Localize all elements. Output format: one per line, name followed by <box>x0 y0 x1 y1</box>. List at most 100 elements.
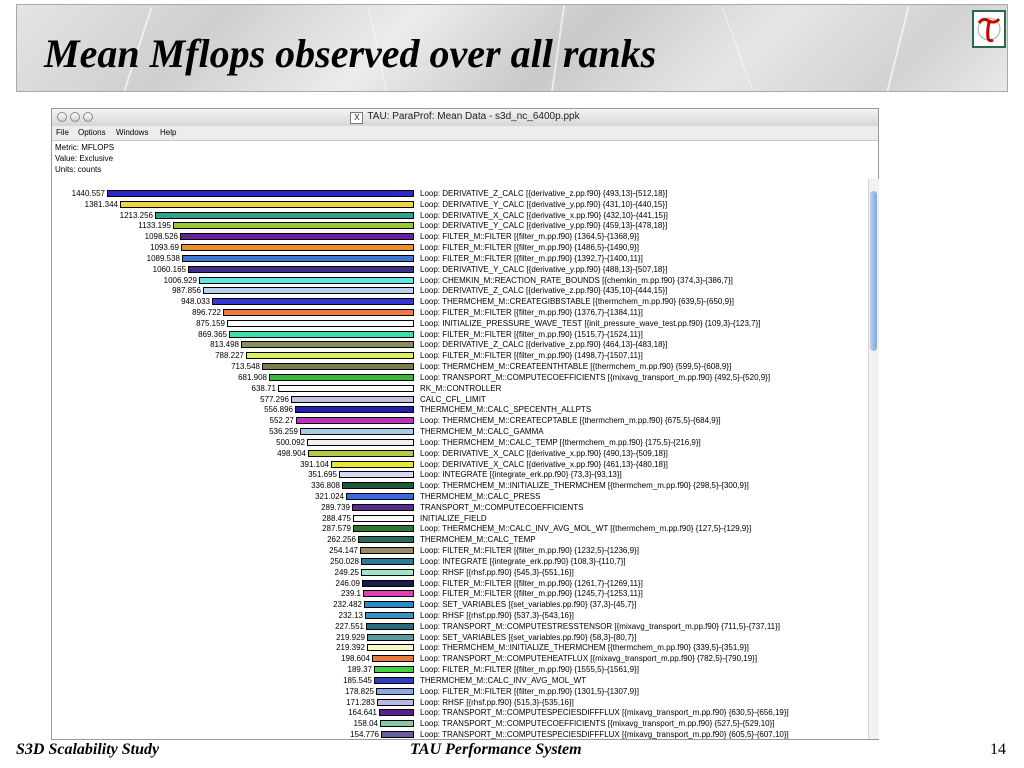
chart-row[interactable]: 239.1 Loop: FILTER_M::FILTER [{filter_m.p… <box>52 588 872 599</box>
bar[interactable] <box>181 244 414 252</box>
chart-row[interactable]: 262.256 THERMCHEM_M::CALC_TEMP <box>52 534 872 545</box>
chart-row[interactable]: 164.641 Loop: TRANSPORT_M::COMPUTESPECIES… <box>52 707 872 718</box>
paraprof-window[interactable]: X TAU: ParaProf: Mean Data - s3d_nc_6400p… <box>51 108 879 740</box>
bar[interactable] <box>381 731 414 738</box>
bar[interactable] <box>365 611 414 619</box>
bar[interactable] <box>107 190 414 197</box>
chart-row[interactable]: 351.695 Loop: INTEGRATE [{integrate_erk.p… <box>52 469 872 480</box>
chart-row[interactable]: 287.579 Loop: THERMCHEM_M::CALC_INV_AVG_M… <box>52 523 872 534</box>
chart-row[interactable]: 1098.526 Loop: FILTER_M::FILTER [{filter_… <box>52 231 872 242</box>
chart-row[interactable]: 154.776 Loop: TRANSPORT_M::COMPUTESPECIES… <box>52 729 872 740</box>
bar[interactable] <box>353 514 414 522</box>
chart-row[interactable]: 232.13 Loop: RHSF [{rhsf.pp.f90} {537,3}-… <box>52 610 872 621</box>
chart-row[interactable]: 249.25 Loop: RHSF [{rhsf.pp.f90} {545,3}-… <box>52 567 872 578</box>
chart-row[interactable]: 336.808 Loop: THERMCHEM_M::INITIALIZE_THE… <box>52 480 872 491</box>
menu-file[interactable]: File <box>56 128 69 137</box>
chart-row[interactable]: 250.028 Loop: INTEGRATE [{integrate_erk.p… <box>52 556 872 567</box>
chart-row[interactable]: 788.227 Loop: FILTER_M::FILTER [{filter_m… <box>52 350 872 361</box>
bar[interactable] <box>262 363 414 371</box>
bar[interactable] <box>377 698 414 706</box>
bar[interactable] <box>352 503 414 511</box>
bar[interactable] <box>223 309 414 317</box>
bar[interactable] <box>199 276 414 284</box>
bar[interactable] <box>155 211 414 219</box>
chart-row[interactable]: 500.092 Loop: THERMCHEM_M::CALC_TEMP [{th… <box>52 437 872 448</box>
window-titlebar[interactable]: X TAU: ParaProf: Mean Data - s3d_nc_6400p… <box>52 109 878 127</box>
chart-row[interactable]: 189.37 Loop: FILTER_M::FILTER [{filter_m.… <box>52 664 872 675</box>
chart-row[interactable]: 219.392 Loop: THERMCHEM_M::INITIALIZE_THE… <box>52 642 872 653</box>
chart-row[interactable]: 227.551 Loop: TRANSPORT_M::COMPUTESTRESST… <box>52 621 872 632</box>
chart-row[interactable]: 1133.195 Loop: DERIVATIVE_Y_CALC [{deriva… <box>52 220 872 231</box>
chart-row[interactable]: 288.475 INITIALIZE_FIELD <box>52 513 872 524</box>
chart-row[interactable]: 254.147 Loop: FILTER_M::FILTER [{filter_m… <box>52 545 872 556</box>
chart-row[interactable]: 158.04 Loop: TRANSPORT_M::COMPUTECOEFFICI… <box>52 718 872 729</box>
chart-row[interactable]: 948.033 Loop: THERMCHEM_M::CREATEGIBBSTAB… <box>52 296 872 307</box>
bar[interactable] <box>227 319 414 327</box>
chart-row[interactable]: 498.904 Loop: DERIVATIVE_X_CALC [{derivat… <box>52 448 872 459</box>
chart-row[interactable]: 1060.165 Loop: DERIVATIVE_Y_CALC [{deriva… <box>52 264 872 275</box>
chart-row[interactable]: 713.548 Loop: THERMCHEM_M::CREATEENTHTABL… <box>52 361 872 372</box>
bar[interactable] <box>376 687 414 695</box>
bar[interactable] <box>269 373 414 381</box>
menu-windows[interactable]: Windows <box>116 128 149 137</box>
chart-row[interactable]: 1440.557 Loop: DERIVATIVE_Z_CALC [{deriva… <box>52 188 872 199</box>
bar[interactable] <box>182 254 414 262</box>
chart-row[interactable]: 232.482 Loop: SET_VARIABLES [{set_variabl… <box>52 599 872 610</box>
chart-row[interactable]: 391.104 Loop: DERIVATIVE_X_CALC [{derivat… <box>52 459 872 470</box>
bar[interactable] <box>246 352 414 360</box>
bar[interactable] <box>339 471 414 479</box>
chart-row[interactable]: 536.259 THERMCHEM_M::CALC_GAMMA <box>52 426 872 437</box>
bar[interactable] <box>342 482 414 490</box>
chart-row[interactable]: 185.545 THERMCHEM_M::CALC_INV_AVG_MOL_WT <box>52 675 872 686</box>
chart-row[interactable]: 552.27 Loop: THERMCHEM_M::CREATECPTABLE [… <box>52 415 872 426</box>
bar[interactable] <box>331 460 414 468</box>
bar[interactable] <box>363 590 414 598</box>
vertical-scrollbar[interactable] <box>868 179 879 739</box>
chart-row[interactable]: 987.856 Loop: DERIVATIVE_Z_CALC [{derivat… <box>52 285 872 296</box>
chart-row[interactable]: 875.159 Loop: INITIALIZE_PRESSURE_WAVE_TE… <box>52 318 872 329</box>
bar[interactable] <box>307 438 414 446</box>
menu-help[interactable]: Help <box>160 128 177 137</box>
chart-row[interactable]: 577.296 CALC_CFL_LIMIT <box>52 394 872 405</box>
bar[interactable] <box>364 601 414 609</box>
bar[interactable] <box>308 449 414 457</box>
bar[interactable] <box>291 395 414 403</box>
bar[interactable] <box>346 492 414 500</box>
chart-row[interactable]: 289.739 TRANSPORT_M::COMPUTECOEFFICIENTS <box>52 502 872 513</box>
bar[interactable] <box>241 341 414 349</box>
bar[interactable] <box>374 666 414 674</box>
chart-row[interactable]: 896.722 Loop: FILTER_M::FILTER [{filter_m… <box>52 307 872 318</box>
chart-row[interactable]: 1093.69 Loop: FILTER_M::FILTER [{filter_m… <box>52 242 872 253</box>
bar[interactable] <box>361 557 414 565</box>
bar[interactable] <box>278 384 414 392</box>
chart-row[interactable]: 813.498 Loop: DERIVATIVE_Z_CALC [{derivat… <box>52 339 872 350</box>
minimize-window-button[interactable] <box>70 112 80 122</box>
bar[interactable] <box>120 200 414 208</box>
scrollbar-thumb[interactable] <box>870 191 877 351</box>
chart-row[interactable]: 1089.538 Loop: FILTER_M::FILTER [{filter_… <box>52 253 872 264</box>
chart-row[interactable]: 178.825 Loop: FILTER_M::FILTER [{filter_m… <box>52 686 872 697</box>
bar[interactable] <box>361 568 414 576</box>
chart-row[interactable]: 198.604 Loop: TRANSPORT_M::COMPUTEHEATFLU… <box>52 653 872 664</box>
bar[interactable] <box>360 547 414 555</box>
bar[interactable] <box>366 622 414 630</box>
bar[interactable] <box>188 265 414 273</box>
chart-row[interactable]: 681.908 Loop: TRANSPORT_M::COMPUTECOEFFIC… <box>52 372 872 383</box>
bar[interactable] <box>173 222 414 230</box>
chart-row[interactable]: 219.929 Loop: SET_VARIABLES [{set_variabl… <box>52 632 872 643</box>
chart-row[interactable]: 321.024 THERMCHEM_M::CALC_PRESS <box>52 491 872 502</box>
close-window-button[interactable] <box>57 112 67 122</box>
bar[interactable] <box>180 233 414 241</box>
bar[interactable] <box>367 633 414 641</box>
bar[interactable] <box>203 287 414 295</box>
bar[interactable] <box>374 676 414 684</box>
bar[interactable] <box>353 525 414 533</box>
bar[interactable] <box>296 417 414 425</box>
menu-options[interactable]: Options <box>78 128 106 137</box>
bar[interactable] <box>358 536 414 544</box>
bar[interactable] <box>362 579 414 587</box>
chart-row[interactable]: 171.283 Loop: RHSF [{rhsf.pp.f90} {515,3}… <box>52 697 872 708</box>
bar[interactable] <box>212 298 414 306</box>
bar[interactable] <box>380 720 414 728</box>
chart-row[interactable]: 1006.929 Loop: CHEMKIN_M::REACTION_RATE_B… <box>52 275 872 286</box>
